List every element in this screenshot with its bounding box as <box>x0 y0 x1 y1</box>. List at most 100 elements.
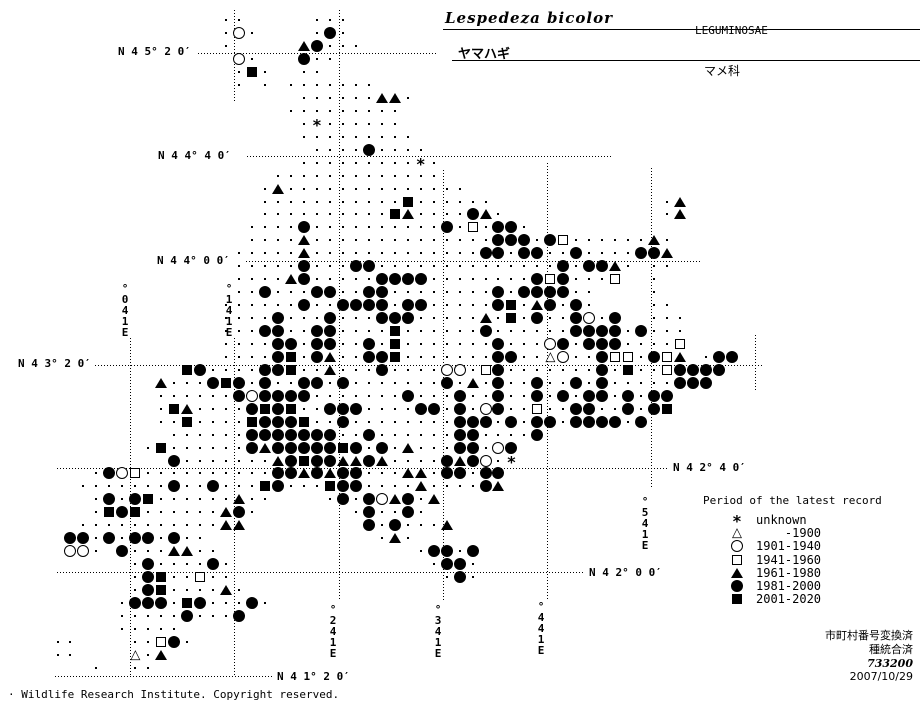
record-1961-1980 <box>349 455 362 466</box>
family-japanese-name: マメ科 <box>704 64 741 78</box>
record-unknown: * <box>415 153 426 173</box>
grid-dot <box>264 239 267 242</box>
grid-dot <box>562 304 565 307</box>
record-1981-2000 <box>453 402 466 415</box>
latitude-gridline <box>246 260 702 262</box>
grid-dot <box>315 109 318 112</box>
grid-dot <box>212 394 215 397</box>
record-1961-1980 <box>336 455 349 466</box>
grid-dot <box>264 252 267 255</box>
grid-dot <box>523 420 526 423</box>
grid-dot <box>523 368 526 371</box>
grid-dot <box>380 226 383 229</box>
grid-dot <box>173 601 176 604</box>
record-2001-2020 <box>182 364 193 375</box>
record-1981-2000 <box>401 493 414 506</box>
legend-item-label: 1961-1980 <box>756 565 822 580</box>
grid-dot <box>238 446 241 449</box>
record-1981-2000 <box>271 350 284 363</box>
grid-dot <box>289 291 292 294</box>
grid-dot <box>458 317 461 320</box>
grid-dot <box>406 381 409 384</box>
record-1981-2000 <box>271 480 284 493</box>
grid-dot <box>367 485 370 488</box>
grid-dot <box>523 278 526 281</box>
record-1981-2000 <box>284 389 297 402</box>
record-1981-2000 <box>310 454 323 467</box>
record-1981-2000 <box>596 325 609 337</box>
grid-dot <box>406 355 409 358</box>
grid-dot <box>367 213 370 216</box>
grid-dot <box>432 355 435 358</box>
grid-dot <box>302 187 305 190</box>
record-1901-1940 <box>492 441 505 454</box>
grid-dot <box>251 226 254 229</box>
record-pre-1900: △ <box>545 349 556 365</box>
grid-dot <box>212 550 215 553</box>
record-unknown: * <box>506 451 517 471</box>
legend-item-label: 1901-1940 <box>756 539 822 554</box>
grid-dot <box>354 355 357 358</box>
grid-dot <box>419 213 422 216</box>
grid-dot <box>341 355 344 358</box>
grid-dot <box>432 394 435 397</box>
grid-dot <box>419 368 422 371</box>
grid-dot <box>393 239 396 242</box>
grid-dot <box>160 420 163 423</box>
record-1981-2000 <box>557 389 570 402</box>
grid-dot <box>341 317 344 320</box>
grid-dot <box>614 407 617 410</box>
record-1981-2000 <box>609 415 622 428</box>
grid-dot <box>289 265 292 268</box>
grid-dot <box>276 291 279 294</box>
grid-dot <box>121 601 124 604</box>
record-1981-2000 <box>271 415 284 428</box>
record-1981-2000 <box>712 363 725 376</box>
grid-dot <box>341 291 344 294</box>
grid-dot <box>238 601 241 604</box>
record-1981-2000 <box>323 428 336 441</box>
grid-dot <box>328 394 331 397</box>
grid-dot <box>276 381 279 384</box>
species-japanese-name: ヤマハギ <box>458 47 511 62</box>
grid-dot <box>315 32 318 35</box>
record-1981-2000 <box>466 441 479 454</box>
grid-dot <box>484 381 487 384</box>
record-1981-2000 <box>336 299 349 312</box>
grid-dot <box>497 330 500 332</box>
grid-dot <box>302 200 305 203</box>
record-1981-2000 <box>297 376 310 389</box>
latitude-gridline <box>95 364 763 366</box>
grid-dot <box>276 174 279 177</box>
record-1981-2000 <box>570 402 583 415</box>
grid-dot <box>419 394 422 397</box>
longitude-gridline <box>547 163 548 600</box>
grid-dot <box>601 239 604 242</box>
grid-dot <box>406 291 409 294</box>
record-1981-2000 <box>246 428 259 441</box>
record-1901-1940 <box>233 27 246 40</box>
grid-dot <box>367 122 370 125</box>
grid-dot <box>134 550 137 553</box>
grid-dot <box>471 330 474 332</box>
grid-dot <box>458 239 461 242</box>
record-1981-2000 <box>297 299 310 312</box>
grid-dot <box>199 485 202 488</box>
record-1981-2000 <box>375 299 388 312</box>
grid-dot <box>510 278 513 281</box>
record-1981-2000 <box>310 376 323 389</box>
grid-dot <box>302 71 305 73</box>
grid-dot <box>666 304 669 307</box>
record-1981-2000 <box>297 53 310 66</box>
latitude-gridline <box>198 52 437 54</box>
record-1981-2000 <box>583 325 596 337</box>
grid-dot <box>315 58 318 61</box>
record-1981-2000 <box>271 441 284 454</box>
grid-dot <box>225 498 228 501</box>
grid-dot <box>264 200 267 203</box>
grid-dot <box>510 394 513 397</box>
grid-dot <box>393 420 396 423</box>
grid-dot <box>419 433 422 436</box>
grid-dot <box>380 135 383 138</box>
grid-dot <box>484 304 487 307</box>
